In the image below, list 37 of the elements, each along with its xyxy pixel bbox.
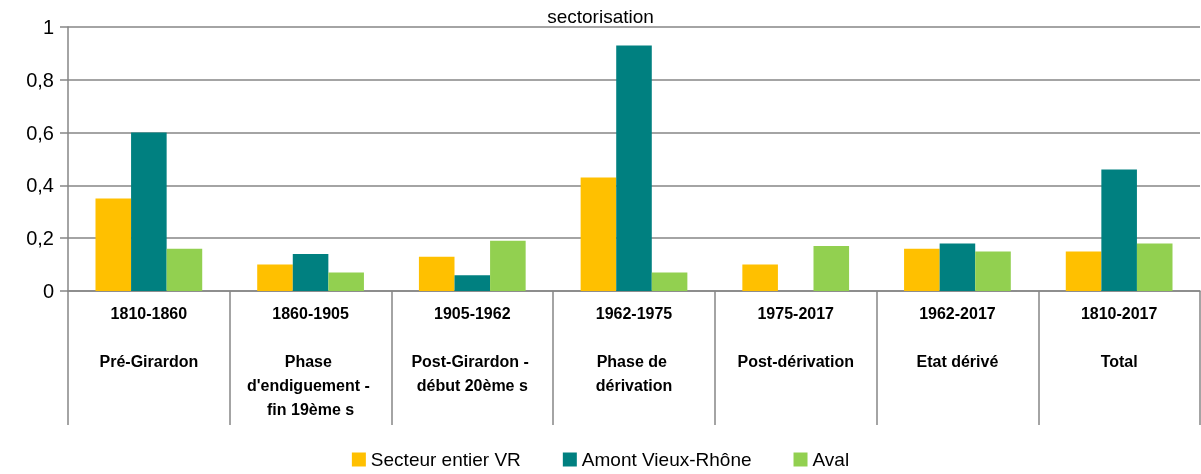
bar [975, 251, 1011, 291]
bar [1136, 243, 1173, 291]
bar [328, 272, 364, 291]
bar [904, 248, 940, 291]
y-tick-label: 0,8 [26, 68, 54, 91]
bar [651, 272, 688, 291]
legend-label: Secteur entier VR [370, 449, 521, 470]
bar [813, 246, 850, 291]
y-tick-label: 1 [42, 16, 54, 38]
bar [131, 132, 167, 291]
bar [166, 248, 203, 291]
bar [742, 264, 778, 291]
bar [939, 243, 976, 291]
bar [1065, 251, 1102, 291]
category-label: 1810-1860 Pré-Girardon [99, 304, 199, 370]
category-label: 1860-1905 Phase d'endiguement - fin 19ème s [246, 304, 370, 418]
bar [454, 275, 491, 291]
y-tick-label: 0,2 [26, 227, 54, 250]
category-label: 1905-1962 Post-Girardon - début 20ème s [411, 304, 529, 394]
bar [292, 254, 329, 291]
category-label: 1962-2017 Etat dérivé [916, 304, 999, 370]
legend-label: Amont Vieux-Rhône [581, 449, 752, 470]
y-tick-label: 0,4 [26, 174, 54, 197]
bar [1101, 169, 1137, 291]
bar [95, 198, 132, 291]
bar [257, 264, 293, 291]
category-label: 1962-1975 Phase de dérivation [595, 304, 673, 394]
legend-label: Aval [812, 449, 850, 470]
bar [418, 256, 455, 291]
bar [490, 240, 526, 291]
category-label: 1810-2017 Total [1080, 304, 1158, 370]
bar [616, 45, 652, 291]
y-tick-label: 0,6 [26, 121, 54, 144]
y-tick-label: 0 [42, 280, 54, 302]
chart-title: sectorisation [547, 6, 654, 27]
bar [580, 177, 617, 291]
category-label: 1975-2017 Post-dérivation [737, 304, 854, 370]
